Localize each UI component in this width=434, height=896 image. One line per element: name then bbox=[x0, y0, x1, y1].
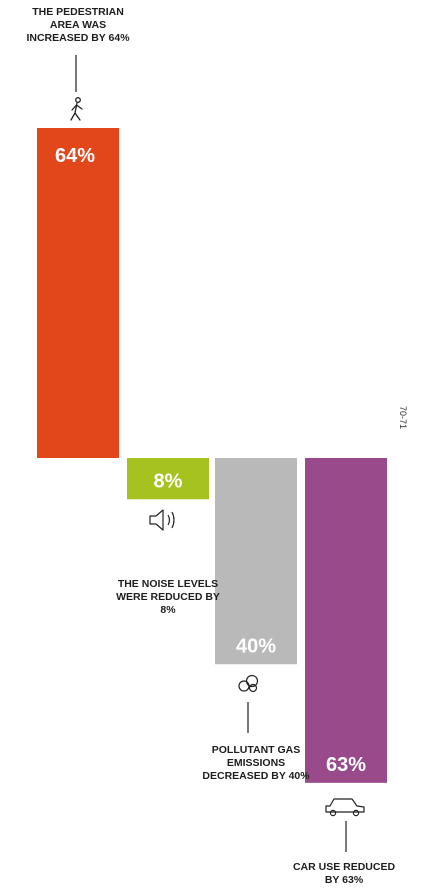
annotation-car: CAR USE REDUCED BY 63% bbox=[292, 861, 396, 886]
value-label-3: 40% bbox=[236, 635, 276, 657]
bar-4 bbox=[305, 458, 387, 783]
car-icon bbox=[325, 798, 365, 817]
pedestrian-icon bbox=[70, 97, 83, 121]
value-label-2: 8% bbox=[154, 470, 183, 492]
page-code: 70-71 bbox=[398, 406, 408, 430]
bar-3 bbox=[215, 458, 297, 665]
bar-2 bbox=[127, 458, 209, 500]
annotation-gas: POLLUTANT GAS EMISSIONS DECREASED BY 40% bbox=[202, 744, 310, 782]
bar-1 bbox=[37, 128, 119, 458]
value-label-4: 63% bbox=[326, 754, 366, 776]
annotation-noise: THE NOISE LEVELS WERE REDUCED BY 8% bbox=[116, 578, 220, 616]
annotation-pedestrian: THE PEDESTRIAN AREA WAS INCREASED BY 64% bbox=[26, 6, 130, 44]
gas-cloud-icon bbox=[238, 674, 259, 693]
value-label-1: 64% bbox=[55, 145, 95, 167]
speaker-icon bbox=[149, 509, 175, 531]
